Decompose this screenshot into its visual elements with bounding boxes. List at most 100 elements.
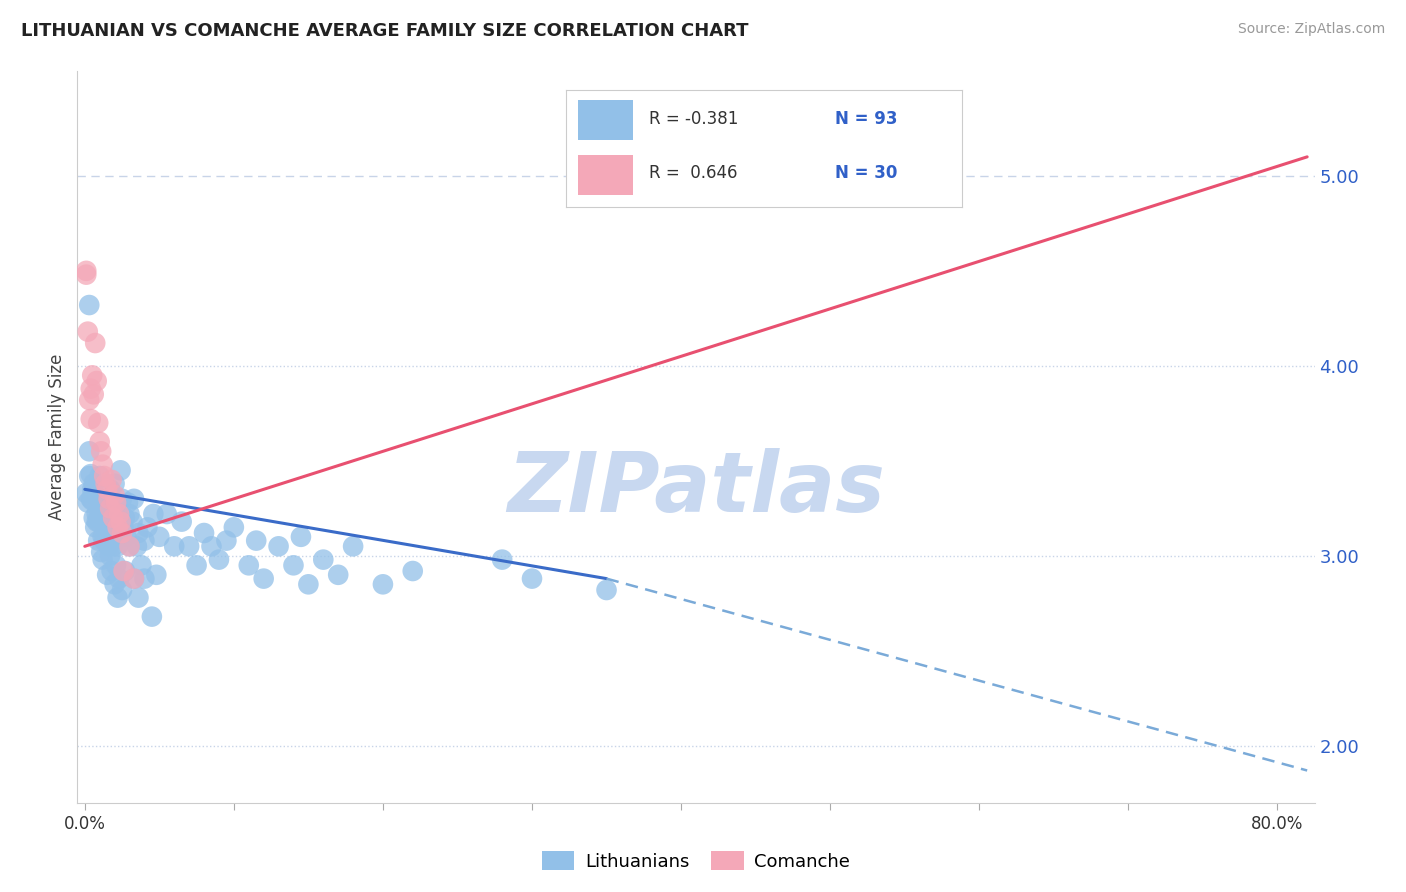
Point bbox=[141, 609, 163, 624]
Point bbox=[94, 520, 117, 534]
Point bbox=[86, 374, 108, 388]
Point bbox=[76, 325, 98, 339]
Point bbox=[86, 507, 108, 521]
Point bbox=[77, 298, 100, 312]
Point bbox=[87, 416, 110, 430]
Point bbox=[93, 495, 115, 509]
Point bbox=[101, 511, 124, 525]
Point bbox=[267, 539, 290, 553]
Point bbox=[83, 387, 105, 401]
Point bbox=[89, 469, 111, 483]
Point bbox=[90, 545, 112, 559]
Point bbox=[238, 558, 260, 573]
Point bbox=[117, 495, 139, 509]
Point bbox=[108, 507, 131, 521]
Point bbox=[104, 577, 127, 591]
Point bbox=[80, 412, 103, 426]
Point bbox=[112, 564, 135, 578]
Point bbox=[136, 520, 159, 534]
Point bbox=[91, 458, 114, 472]
Point bbox=[245, 533, 267, 548]
Point bbox=[98, 549, 121, 563]
Point bbox=[105, 511, 128, 525]
Point bbox=[75, 486, 97, 500]
Point bbox=[89, 434, 111, 449]
Point bbox=[125, 539, 148, 553]
Point bbox=[84, 520, 107, 534]
Point bbox=[97, 491, 120, 506]
Point bbox=[371, 577, 394, 591]
Point bbox=[87, 533, 110, 548]
Point bbox=[118, 539, 141, 553]
Point bbox=[77, 469, 100, 483]
Point bbox=[96, 483, 118, 497]
Point bbox=[114, 564, 136, 578]
Point bbox=[94, 476, 117, 491]
Point bbox=[89, 507, 111, 521]
Point bbox=[82, 483, 104, 497]
Legend: Lithuanians, Comanche: Lithuanians, Comanche bbox=[534, 844, 858, 878]
Point bbox=[127, 526, 149, 541]
Point bbox=[253, 572, 276, 586]
Point bbox=[77, 444, 100, 458]
Point bbox=[290, 530, 312, 544]
Point bbox=[97, 526, 120, 541]
Point bbox=[112, 520, 135, 534]
Point bbox=[91, 530, 114, 544]
Point bbox=[75, 268, 97, 282]
Point bbox=[134, 572, 156, 586]
Point bbox=[118, 539, 141, 553]
Point bbox=[111, 582, 134, 597]
Point bbox=[105, 558, 128, 573]
Point bbox=[80, 491, 103, 506]
Point bbox=[122, 491, 145, 506]
Point bbox=[101, 539, 124, 553]
Point bbox=[77, 392, 100, 407]
Point bbox=[111, 526, 134, 541]
Point bbox=[193, 526, 215, 541]
Y-axis label: Average Family Size: Average Family Size bbox=[48, 354, 66, 520]
Point bbox=[94, 507, 117, 521]
Point bbox=[100, 564, 122, 578]
Point bbox=[142, 507, 165, 521]
Point bbox=[80, 382, 103, 396]
Point bbox=[84, 336, 107, 351]
Point bbox=[118, 507, 141, 521]
Point bbox=[328, 567, 350, 582]
Point bbox=[108, 515, 131, 529]
Point bbox=[100, 526, 122, 541]
Point bbox=[491, 552, 513, 566]
Point bbox=[91, 552, 114, 566]
Point bbox=[111, 491, 134, 506]
Text: Source: ZipAtlas.com: Source: ZipAtlas.com bbox=[1237, 22, 1385, 37]
Point bbox=[76, 495, 98, 509]
Point bbox=[98, 483, 121, 497]
Point bbox=[90, 444, 112, 458]
Point bbox=[145, 567, 167, 582]
Point bbox=[107, 539, 129, 553]
Point bbox=[402, 564, 425, 578]
Point bbox=[122, 572, 145, 586]
Point bbox=[96, 567, 118, 582]
Point bbox=[104, 476, 127, 491]
Point bbox=[200, 539, 222, 553]
Point bbox=[101, 533, 124, 548]
Point bbox=[83, 476, 105, 491]
Point bbox=[122, 572, 145, 586]
Point bbox=[163, 539, 186, 553]
Point bbox=[179, 539, 201, 553]
Point bbox=[108, 572, 131, 586]
Point bbox=[595, 582, 617, 597]
Point bbox=[96, 507, 118, 521]
Point bbox=[186, 558, 208, 573]
Point bbox=[97, 539, 120, 553]
Point bbox=[84, 488, 107, 502]
Point bbox=[86, 515, 108, 529]
Point bbox=[115, 530, 138, 544]
Point bbox=[131, 558, 153, 573]
Point bbox=[170, 515, 193, 529]
Point bbox=[80, 467, 103, 482]
Point bbox=[107, 591, 129, 605]
Point bbox=[156, 507, 179, 521]
Point bbox=[93, 533, 115, 548]
